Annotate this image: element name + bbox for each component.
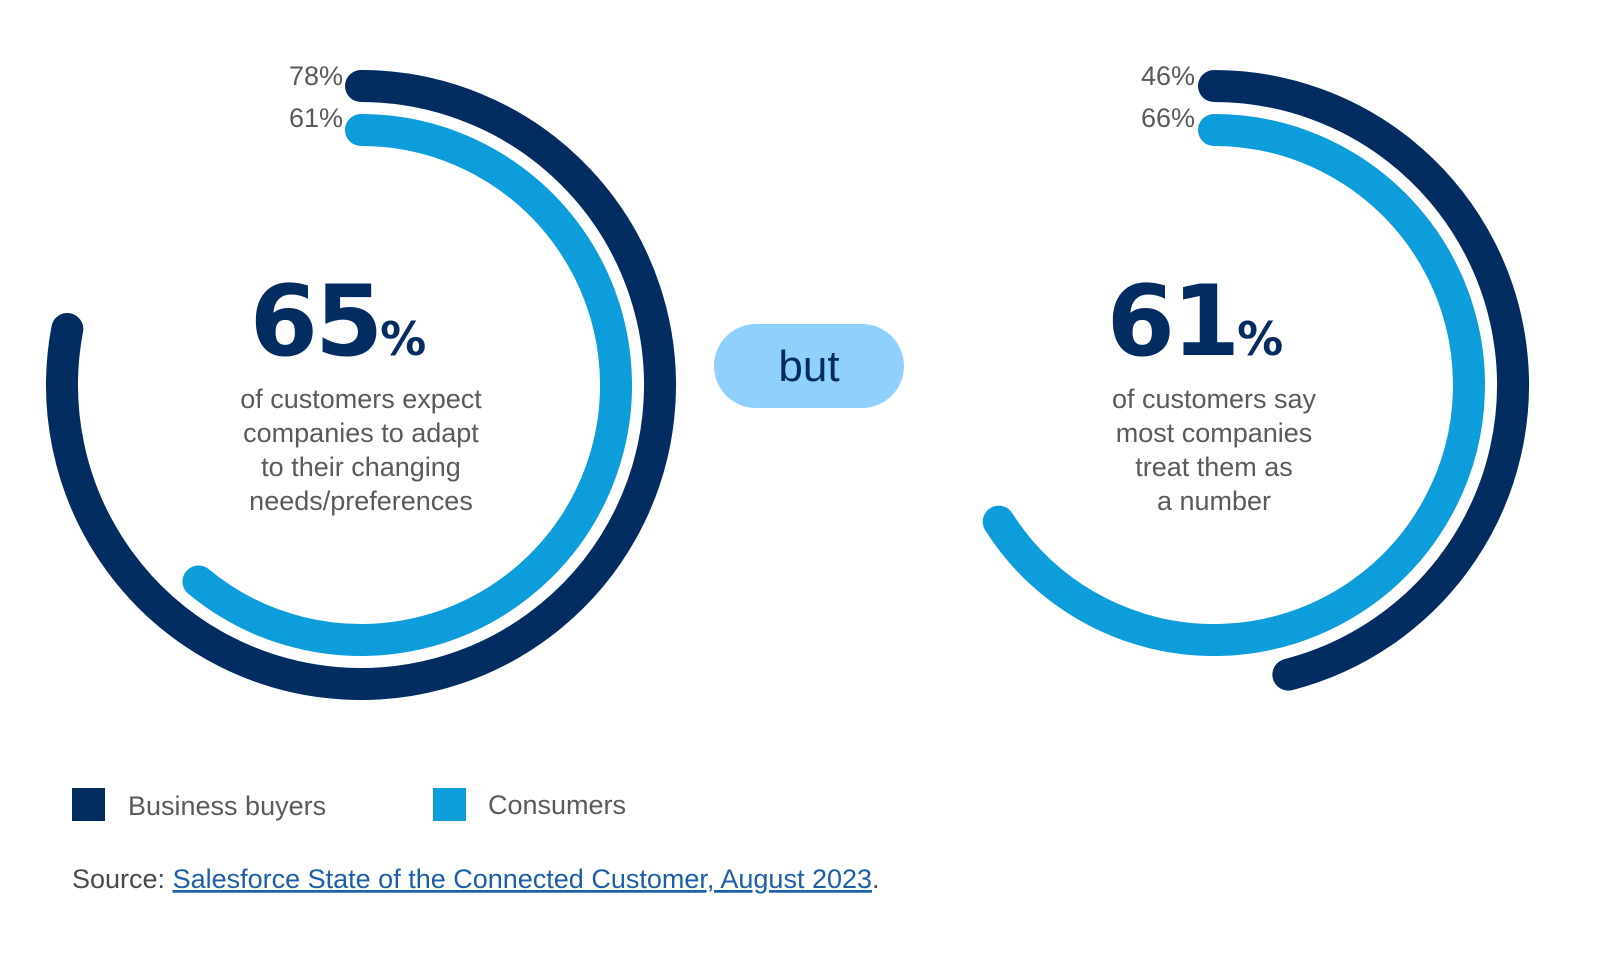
caption-line-4: a number — [1157, 486, 1271, 516]
arc-business-buyers — [46, 70, 676, 700]
source-link[interactable]: Salesforce State of the Connected Custom… — [173, 864, 872, 894]
caption-line-1: of customers expect — [240, 384, 482, 414]
legend-label-business-buyers: Business buyers — [128, 791, 326, 821]
but-pill: but — [714, 324, 904, 408]
source-prefix: Source: — [72, 864, 173, 894]
arc-consumers — [182, 114, 632, 656]
arc-business-buyers — [1198, 70, 1529, 691]
legend-swatch-business-buyers — [72, 788, 105, 821]
consumers-value-label: 66% — [1141, 103, 1195, 133]
legend-label-consumers: Consumers — [488, 790, 626, 820]
legend-swatch-consumers — [433, 788, 466, 821]
caption-line-3: to their changing — [261, 452, 461, 482]
legend: Business buyers Consumers — [72, 788, 626, 821]
caption-line-4: needs/preferences — [249, 486, 473, 516]
consumers-value-label: 61% — [289, 103, 343, 133]
caption-line-2: most companies — [1116, 418, 1313, 448]
radial-chart-expectations: 78% 61% 65% of customers expect companie… — [46, 61, 676, 700]
headline-stat: 65% — [250, 265, 426, 379]
business-buyers-value-label: 46% — [1141, 61, 1195, 91]
but-label: but — [778, 342, 839, 391]
source-line: Source: Salesforce State of the Connecte… — [72, 864, 880, 894]
source-suffix: . — [872, 864, 880, 894]
business-buyers-value-label: 78% — [289, 61, 343, 91]
caption-line-3: treat them as — [1135, 452, 1293, 482]
caption-line-2: companies to adapt — [243, 418, 479, 448]
pill-shape — [714, 324, 904, 408]
caption-line-1: of customers say — [1112, 384, 1317, 414]
headline-stat: 61% — [1107, 265, 1283, 379]
radial-chart-treated-as-number: 46% 66% 61% of customers say most compan… — [982, 61, 1529, 691]
arc-consumers — [982, 114, 1485, 656]
